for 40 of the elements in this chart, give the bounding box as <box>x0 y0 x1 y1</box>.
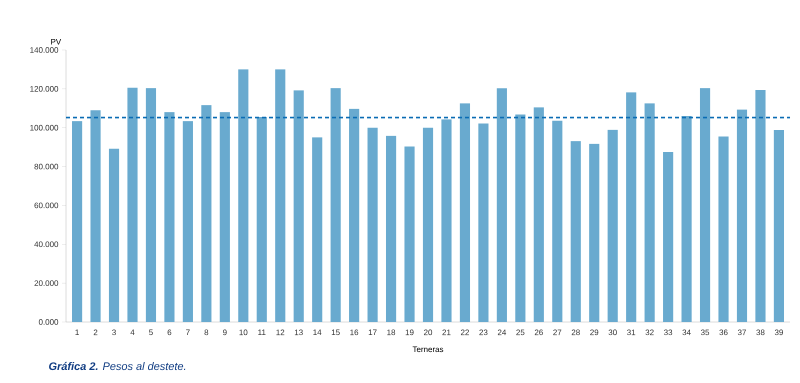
bar <box>460 103 470 322</box>
bar <box>146 88 156 322</box>
bar <box>256 117 267 322</box>
bar <box>736 110 748 322</box>
bar <box>478 123 488 322</box>
bar <box>626 92 636 322</box>
bar <box>164 112 175 322</box>
bar <box>589 144 600 322</box>
bar <box>238 69 248 322</box>
bar <box>552 120 562 322</box>
bar <box>330 88 341 322</box>
bar <box>404 146 415 322</box>
bar <box>718 136 729 322</box>
bar <box>700 88 710 322</box>
bar <box>496 88 507 322</box>
bar <box>275 69 286 322</box>
bar <box>182 121 193 322</box>
bar <box>90 110 101 322</box>
bar <box>663 152 674 322</box>
bar <box>349 108 360 322</box>
bar <box>220 112 230 322</box>
text: Gráfica 2. Pesos al destete. <box>49 362 186 370</box>
bar <box>368 128 378 322</box>
bar <box>108 148 120 322</box>
bar <box>644 103 655 322</box>
bar <box>294 90 304 322</box>
bar <box>534 107 544 322</box>
bar <box>127 88 138 322</box>
bar <box>682 116 692 322</box>
bar <box>386 136 396 322</box>
bar <box>755 90 766 322</box>
bar <box>312 137 322 322</box>
bar <box>774 130 784 322</box>
bar <box>570 141 581 322</box>
bar <box>441 119 452 322</box>
bar <box>422 128 434 322</box>
bar <box>608 130 618 322</box>
bar <box>201 105 212 322</box>
bar <box>515 114 526 322</box>
bar <box>72 121 82 322</box>
